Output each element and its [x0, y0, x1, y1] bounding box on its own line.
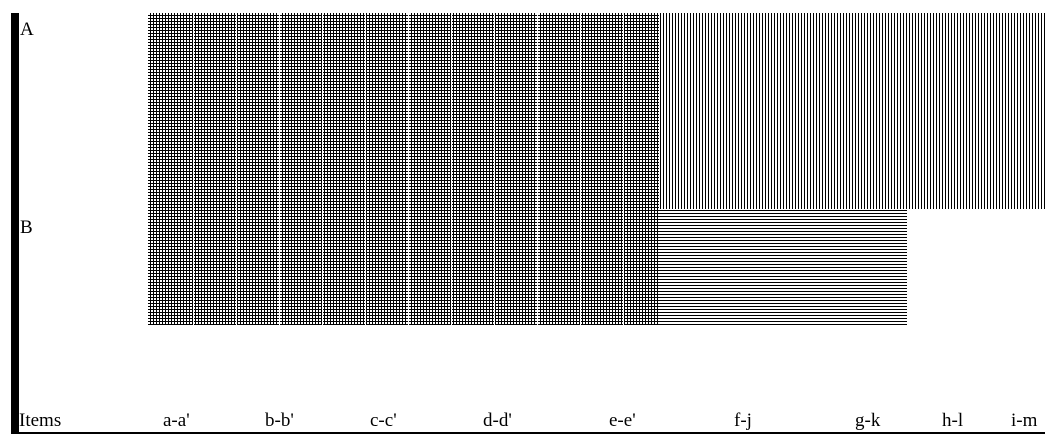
column-label-gk: g-k [855, 410, 881, 431]
column-label-hl: h-l [942, 410, 963, 431]
column-header: Items [19, 410, 61, 431]
column-label-im: i-m [1011, 410, 1038, 431]
column-label-aa: a-a' [163, 410, 190, 431]
column-label-ee: e-e' [609, 410, 636, 431]
region-a-fm [659, 13, 1045, 209]
column-label-fj: f-j [734, 410, 752, 431]
column-label-bb: b-b' [265, 410, 294, 431]
column-label-dd: d-d' [483, 410, 512, 431]
left-axis-bar [11, 13, 19, 433]
region-b-ae [148, 209, 659, 325]
row-label-b: B [20, 217, 33, 238]
bottom-baseline [11, 432, 1045, 434]
grid-block-separators [193, 13, 624, 325]
column-label-cc: c-c' [370, 410, 397, 431]
row-label-a: A [20, 19, 34, 40]
region-b-fk [659, 209, 907, 325]
region-a-ae [148, 13, 659, 209]
